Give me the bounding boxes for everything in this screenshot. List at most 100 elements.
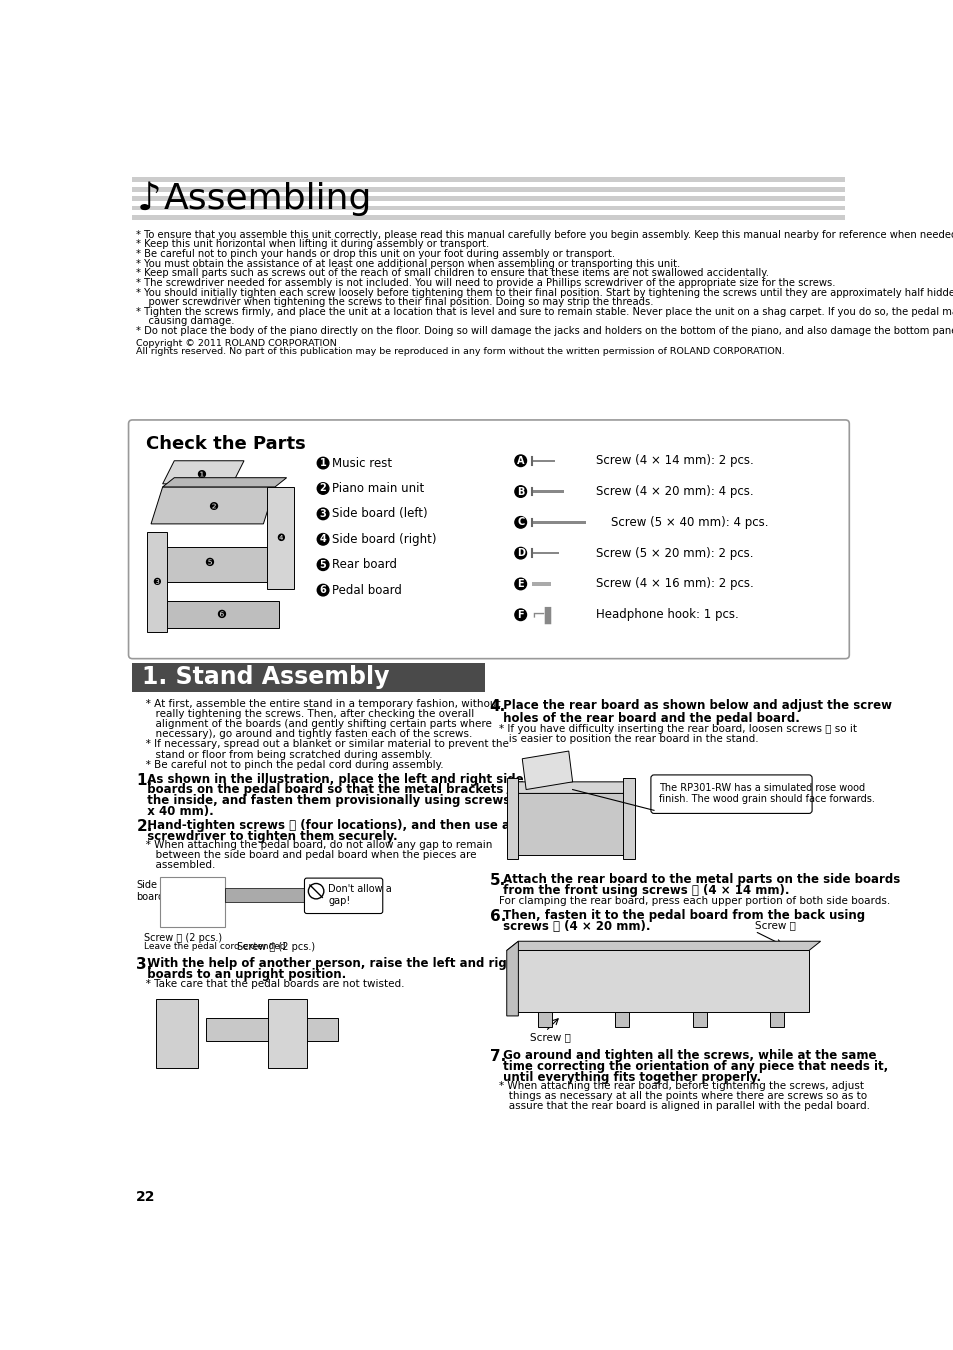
Polygon shape (167, 601, 278, 628)
Text: * If necessary, spread out a blanket or similar material to prevent the: * If necessary, spread out a blanket or … (136, 740, 509, 749)
Text: boards to an upright position.: boards to an upright position. (139, 968, 346, 981)
Text: screwdriver to tighten them securely.: screwdriver to tighten them securely. (139, 830, 397, 842)
Text: As shown in the illustration, place the left and right side: As shown in the illustration, place the … (139, 772, 523, 786)
Text: 22: 22 (136, 1189, 155, 1204)
Text: F: F (517, 610, 523, 620)
Circle shape (515, 609, 526, 621)
Polygon shape (155, 999, 198, 1068)
Text: assure that the rear board is aligned in parallel with the pedal board.: assure that the rear board is aligned in… (498, 1102, 869, 1111)
Circle shape (317, 458, 329, 468)
Polygon shape (506, 941, 517, 1017)
Bar (132, 211, 844, 215)
Text: * You must obtain the assistance of at least one additional person when assembli: * You must obtain the assistance of at l… (136, 259, 679, 269)
Bar (132, 201, 844, 205)
Text: from the front using screws Ⓐ (4 × 14 mm).: from the front using screws Ⓐ (4 × 14 mm… (498, 884, 789, 898)
Text: 1: 1 (319, 458, 326, 468)
Text: Leave the pedal cord extended: Leave the pedal cord extended (144, 942, 285, 950)
Text: Go around and tighten all the screws, while at the same: Go around and tighten all the screws, wh… (498, 1049, 876, 1062)
Text: ❶: ❶ (196, 470, 206, 479)
Bar (152, 991, 345, 1084)
Circle shape (515, 517, 526, 528)
Circle shape (317, 508, 329, 520)
Bar (132, 177, 844, 182)
Bar (132, 205, 844, 211)
Text: necessary), go around and tightly fasten each of the screws.: necessary), go around and tightly fasten… (136, 729, 472, 740)
Circle shape (515, 578, 526, 590)
Text: ❹: ❹ (275, 533, 285, 543)
Text: * When attaching the rear board, before tightening the screws, adjust: * When attaching the rear board, before … (498, 1081, 863, 1091)
Text: * Take care that the pedal boards are not twisted.: * Take care that the pedal boards are no… (136, 979, 404, 990)
Text: * Tighten the screws firmly, and place the unit at a location that is level and : * Tighten the screws firmly, and place t… (136, 306, 953, 317)
Circle shape (515, 455, 526, 467)
Text: ⌐▌: ⌐▌ (531, 606, 558, 624)
Text: * To ensure that you assemble this unit correctly, please read this manual caref: * To ensure that you assemble this unit … (136, 230, 953, 240)
Text: * Be careful not to pinch the pedal cord during assembly.: * Be careful not to pinch the pedal cord… (136, 760, 443, 770)
FancyArrow shape (531, 552, 558, 555)
Polygon shape (206, 1018, 337, 1041)
Text: 1.: 1. (136, 772, 152, 787)
Text: 3: 3 (319, 509, 326, 518)
Text: Music rest: Music rest (332, 456, 392, 470)
Text: Screw (4 × 16 mm): 2 pcs.: Screw (4 × 16 mm): 2 pcs. (596, 578, 753, 590)
Text: screws Ⓑ (4 × 20 mm).: screws Ⓑ (4 × 20 mm). (498, 921, 650, 933)
Text: Rear board: Rear board (332, 558, 397, 571)
Polygon shape (506, 778, 517, 859)
Text: ❻: ❻ (215, 610, 226, 620)
Text: causing damage.: causing damage. (136, 316, 234, 327)
FancyBboxPatch shape (129, 420, 848, 659)
Text: time correcting the orientation of any piece that needs it,: time correcting the orientation of any p… (498, 1060, 887, 1073)
Text: Side
board: Side board (136, 880, 164, 902)
Polygon shape (506, 794, 622, 855)
Text: between the side board and pedal board when the pieces are: between the side board and pedal board w… (136, 850, 476, 860)
Text: x 40 mm).: x 40 mm). (139, 805, 213, 818)
Circle shape (317, 483, 329, 494)
Text: * Be careful not to pinch your hands or drop this unit on your foot during assem: * Be careful not to pinch your hands or … (136, 248, 615, 259)
Text: 1. Stand Assembly: 1. Stand Assembly (142, 666, 389, 688)
Polygon shape (162, 478, 286, 487)
Polygon shape (615, 1012, 629, 1027)
Bar (225, 888, 356, 902)
Polygon shape (692, 1012, 706, 1027)
Text: holes of the rear board and the pedal board.: holes of the rear board and the pedal bo… (498, 711, 799, 725)
Text: Screw (4 × 20 mm): 4 pcs.: Screw (4 × 20 mm): 4 pcs. (596, 485, 753, 498)
FancyArrow shape (531, 459, 555, 462)
Text: 7.: 7. (489, 1049, 505, 1064)
Text: Assembling: Assembling (164, 182, 373, 216)
Circle shape (515, 547, 526, 559)
Text: Side board (left): Side board (left) (332, 508, 428, 520)
Text: 6: 6 (319, 585, 326, 595)
Text: Screw Ⓑ: Screw Ⓑ (754, 921, 795, 930)
FancyBboxPatch shape (650, 775, 811, 814)
Polygon shape (537, 1012, 551, 1027)
Polygon shape (506, 950, 808, 1012)
FancyBboxPatch shape (304, 878, 382, 914)
Text: Check the Parts: Check the Parts (146, 435, 306, 452)
Polygon shape (506, 941, 820, 950)
Text: * When attaching the pedal board, do not allow any gap to remain: * When attaching the pedal board, do not… (136, 840, 492, 850)
Text: E: E (517, 579, 523, 589)
Text: Attach the rear board to the metal parts on the side boards: Attach the rear board to the metal parts… (498, 872, 900, 886)
Text: All rights reserved. No part of this publication may be reproduced in any form w: All rights reserved. No part of this pub… (136, 347, 784, 356)
Text: 6.: 6. (489, 909, 505, 923)
Text: stand or floor from being scratched during assembly.: stand or floor from being scratched duri… (136, 749, 433, 760)
Bar (132, 663, 484, 691)
Polygon shape (147, 532, 167, 632)
Text: 2.: 2. (136, 819, 152, 834)
Text: Place the rear board as shown below and adjust the screw: Place the rear board as shown below and … (498, 699, 891, 713)
Text: * If you have difficulty inserting the rear board, loosen screws Ⓒ so it: * If you have difficulty inserting the r… (498, 724, 856, 734)
Text: the inside, and fasten them provisionally using screws Ⓒ (5: the inside, and fasten them provisionall… (139, 794, 539, 807)
Text: With the help of another person, raise the left and right side: With the help of another person, raise t… (139, 957, 552, 971)
Polygon shape (521, 751, 572, 790)
Text: things as necessary at all the points where there are screws so as to: things as necessary at all the points wh… (498, 1091, 866, 1102)
FancyArrow shape (531, 490, 563, 493)
Text: 5.: 5. (489, 872, 505, 888)
Text: really tightening the screws. Then, after checking the overall: really tightening the screws. Then, afte… (136, 710, 474, 720)
Text: * The screwdriver needed for assembly is not included. You will need to provide : * The screwdriver needed for assembly is… (136, 278, 835, 288)
Bar (132, 192, 844, 196)
Polygon shape (267, 487, 294, 590)
Text: Headphone hook: 1 pcs.: Headphone hook: 1 pcs. (596, 609, 738, 621)
Text: 2: 2 (319, 483, 326, 494)
Polygon shape (151, 547, 267, 582)
Text: Screw Ⓒ (2 pcs.): Screw Ⓒ (2 pcs.) (144, 933, 222, 942)
Text: 3.: 3. (136, 957, 152, 972)
